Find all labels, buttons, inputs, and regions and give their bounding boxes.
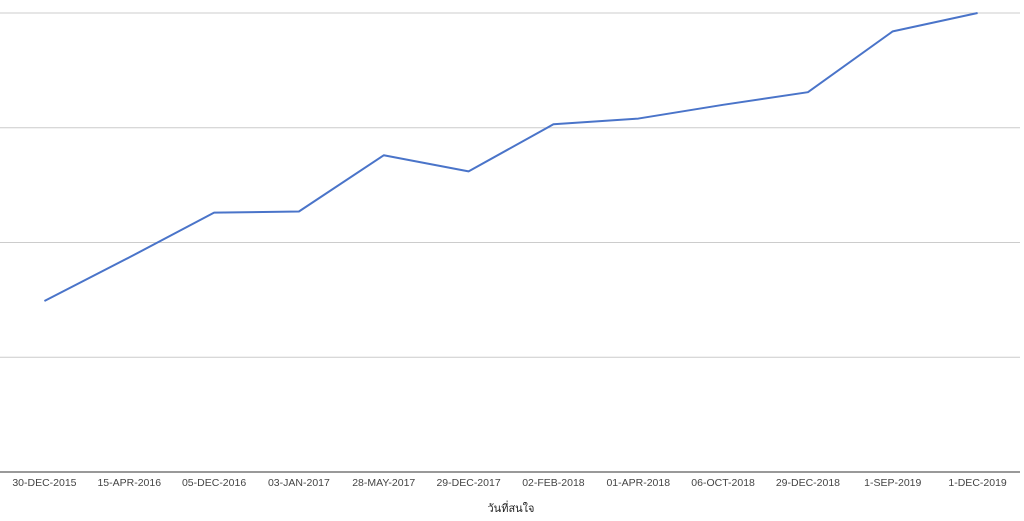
- x-tick-label: 06-OCT-2018: [691, 477, 755, 489]
- x-tick-label: 03-JAN-2017: [268, 477, 330, 489]
- x-tick-label: 30-DEC-2015: [12, 477, 76, 489]
- x-tick-label: 05-DEC-2016: [182, 477, 246, 489]
- x-tick-label: 01-APR-2018: [606, 477, 670, 489]
- line-series: [43, 12, 978, 302]
- x-tick-label: 1-SEP-2019: [864, 477, 921, 489]
- x-axis-title: วันที่สนใจ: [488, 500, 535, 515]
- x-tick-label: 1-DEC-2019: [948, 477, 1007, 489]
- x-tick-label: 15-APR-2016: [97, 477, 161, 489]
- x-tick-label: 28-MAY-2017: [352, 477, 415, 489]
- x-tick-label: 02-FEB-2018: [522, 477, 585, 489]
- x-tick-label: 29-DEC-2017: [436, 477, 500, 489]
- x-tick-label: 29-DEC-2018: [776, 477, 840, 489]
